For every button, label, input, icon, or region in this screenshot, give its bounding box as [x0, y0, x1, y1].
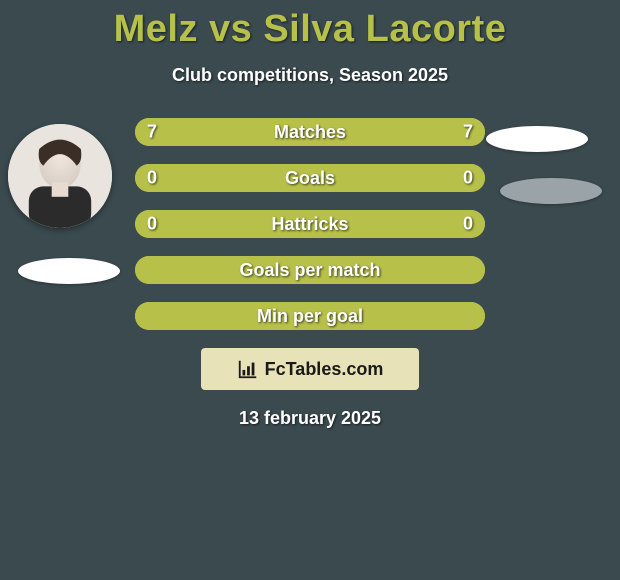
stat-row: 7 7 Matches: [135, 118, 485, 146]
watermark-text: FcTables.com: [265, 359, 384, 380]
stat-label: Matches: [274, 122, 346, 143]
stat-label: Goals per match: [239, 260, 380, 281]
stat-value-right: 0: [463, 168, 473, 189]
stat-fill-right: [310, 164, 485, 192]
infographic-card: Melz vs Silva Lacorte Club competitions,…: [0, 0, 620, 580]
stat-value-left: 7: [147, 122, 157, 143]
date-text: 13 february 2025: [0, 408, 620, 429]
stats-area: 7 7 Matches 0 0 Goals 0 0 Hattricks Goals per mat…: [0, 118, 620, 429]
stat-value-right: 7: [463, 122, 473, 143]
subtitle: Club competitions, Season 2025: [0, 65, 620, 86]
stat-value-left: 0: [147, 214, 157, 235]
stat-row: Min per goal: [135, 302, 485, 330]
watermark: FcTables.com: [201, 348, 419, 390]
stat-label: Hattricks: [271, 214, 348, 235]
page-title: Melz vs Silva Lacorte: [0, 0, 620, 51]
stat-label: Min per goal: [257, 306, 363, 327]
bar-chart-icon: [237, 358, 259, 380]
stat-label: Goals: [285, 168, 335, 189]
stat-value-left: 0: [147, 168, 157, 189]
stat-row: Goals per match: [135, 256, 485, 284]
stat-row: 0 0 Goals: [135, 164, 485, 192]
stat-value-right: 0: [463, 214, 473, 235]
stat-row: 0 0 Hattricks: [135, 210, 485, 238]
stat-fill-left: [135, 164, 310, 192]
